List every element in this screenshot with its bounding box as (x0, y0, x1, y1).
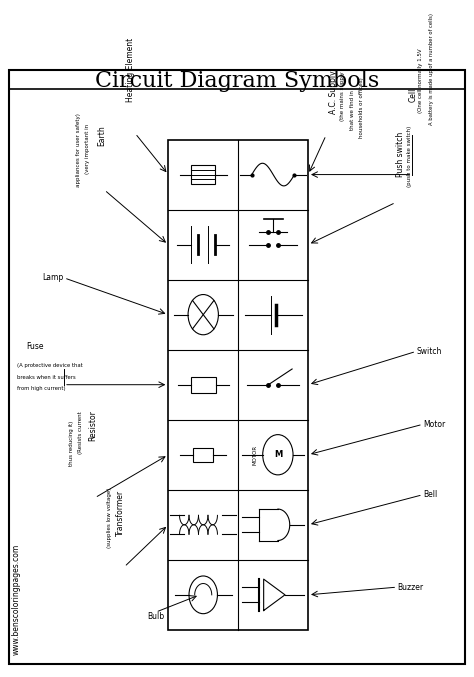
Text: breaks when it suffers: breaks when it suffers (17, 374, 75, 380)
Text: Circuit Diagram Symbols: Circuit Diagram Symbols (95, 70, 379, 92)
Text: Motor: Motor (423, 420, 445, 429)
Text: (supplies low voltage): (supplies low voltage) (108, 487, 112, 548)
Text: Lamp: Lamp (43, 274, 64, 282)
Text: thus reducing it): thus reducing it) (69, 421, 73, 466)
Text: Push switch: Push switch (396, 132, 405, 177)
Text: (very important in: (very important in (85, 124, 90, 174)
Text: that we find in: that we find in (350, 90, 355, 130)
Text: Fuse: Fuse (26, 343, 44, 351)
Text: Heating Element: Heating Element (126, 38, 135, 102)
Text: (One cell normally 1.5V: (One cell normally 1.5V (418, 48, 423, 112)
Text: (A protective device that: (A protective device that (17, 364, 82, 368)
Text: Switch: Switch (416, 347, 442, 356)
Text: Bell: Bell (423, 490, 437, 499)
Text: www.benscoloringpages.com: www.benscoloringpages.com (12, 544, 21, 655)
Circle shape (189, 576, 218, 613)
Text: Resistor: Resistor (88, 410, 97, 441)
Text: appliances for user safety): appliances for user safety) (76, 113, 81, 187)
Text: Transformer: Transformer (117, 489, 125, 536)
Circle shape (263, 435, 293, 475)
Bar (193, 447, 213, 462)
Text: (Resists current: (Resists current (78, 411, 83, 454)
Text: households or offices): households or offices) (359, 77, 365, 137)
Text: Earth: Earth (98, 125, 106, 146)
Text: (push to make switch): (push to make switch) (407, 125, 412, 187)
Text: Buzzer: Buzzer (397, 583, 423, 592)
Text: A.C. Supply: A.C. Supply (329, 71, 338, 114)
Text: Bulb: Bulb (147, 612, 164, 621)
Text: (the mains supply: (the mains supply (340, 71, 346, 121)
Text: from high current): from high current) (17, 386, 65, 391)
Text: M: M (274, 450, 282, 459)
Bar (191, 165, 215, 184)
Text: Cell: Cell (409, 87, 418, 102)
Text: A battery is made up of a number of cells): A battery is made up of a number of cell… (429, 13, 434, 125)
Text: MOTOR: MOTOR (253, 445, 258, 465)
Circle shape (188, 294, 219, 334)
Bar (191, 377, 216, 393)
Bar (168, 139, 308, 630)
